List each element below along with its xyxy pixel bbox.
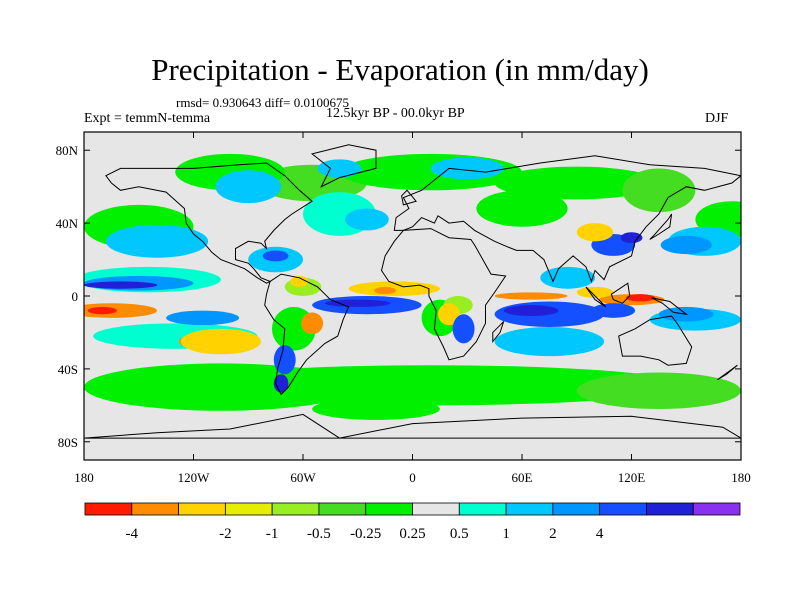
x-tick-label: 0: [409, 470, 416, 485]
colorbar-label: -2: [219, 526, 232, 542]
colorbar-box: [318, 502, 367, 516]
colorbar-box: [505, 502, 554, 516]
colorbar-label: -4: [126, 526, 139, 542]
y-tick-label: 80N: [56, 143, 79, 158]
y-tick-label: 40N: [56, 216, 79, 231]
colorbar-label: 1: [502, 526, 510, 542]
contour-region: [620, 232, 643, 244]
contour-region: [540, 266, 595, 289]
colorbar-box: [271, 502, 320, 516]
contour-region: [301, 312, 324, 335]
period-label: 12.5kyr BP - 00.0kyr BP: [326, 106, 465, 121]
coastline: [610, 282, 631, 304]
colorbar: -4 -2 -1 -0.5 -0.25 0.25 0.5 1 2 4: [84, 502, 741, 542]
y-tick-label: 40S: [58, 362, 78, 377]
contour-region: [494, 292, 568, 300]
coastline: [717, 364, 738, 381]
x-tick-label: 60W: [290, 470, 316, 485]
contour-region: [591, 303, 636, 318]
x-tick-label: 180: [74, 470, 94, 485]
coastline: [651, 297, 689, 315]
coastlines: [84, 144, 741, 439]
y-tick-label: 80S: [58, 435, 78, 450]
y-tick-label: 0: [72, 289, 79, 304]
contour-region: [290, 275, 309, 287]
contour-region: [175, 365, 687, 406]
coastline: [105, 162, 313, 284]
contour-region: [494, 326, 605, 357]
contour-region: [438, 303, 460, 326]
axis-ticks: 180 120W 60W 0 60E 120E 180 80N 40N 0 40S 80S: [56, 132, 751, 485]
colorbar-box: [224, 502, 273, 516]
colorbar-box: [458, 502, 507, 516]
coastline: [492, 321, 505, 344]
contour-region: [503, 305, 559, 317]
coastline: [264, 273, 350, 396]
contour-region: [215, 170, 282, 204]
colorbar-box: [646, 502, 694, 516]
colorbar-box: [692, 502, 741, 516]
precip-evap-field: [84, 132, 741, 460]
x-tick-label: 60E: [512, 470, 533, 485]
contour-region: [660, 235, 712, 255]
contour-region: [374, 286, 397, 295]
contour-region: [476, 190, 568, 227]
season-label: DJF: [705, 111, 729, 126]
colorbar-box: [365, 502, 413, 516]
contour-region: [576, 223, 614, 242]
contour-region: [273, 345, 296, 375]
contour-region: [576, 372, 741, 409]
colorbar-label: 2: [549, 526, 557, 542]
coastline: [618, 315, 693, 366]
contour-region: [317, 159, 362, 178]
contour-region: [105, 224, 209, 258]
contour-region: [626, 294, 656, 302]
contour-region: [312, 398, 440, 420]
coastline: [380, 228, 507, 361]
contour-region: [622, 168, 696, 213]
x-tick-label: 120W: [178, 470, 211, 485]
colorbar-label: 0.25: [399, 526, 425, 542]
contour-region: [87, 306, 117, 315]
coastline: [84, 413, 741, 439]
colorbar-label: -0.25: [350, 526, 381, 542]
contour-region: [324, 299, 391, 307]
colorbar-box: [84, 502, 133, 516]
contour-region: [262, 250, 289, 262]
contour-region: [430, 157, 504, 180]
contour-region: [166, 310, 240, 326]
colorbar-label: 4: [596, 526, 604, 542]
colorbar-label: 0.5: [450, 526, 469, 542]
contour-region: [576, 286, 614, 298]
colorbar-label: -0.5: [307, 526, 331, 542]
colorbar-box: [412, 502, 460, 516]
contour-region: [452, 314, 475, 344]
coastline: [310, 144, 377, 188]
coastline: [649, 213, 673, 240]
colorbar-box: [131, 502, 179, 516]
coastline: [401, 189, 417, 206]
x-tick-label: 120E: [618, 470, 646, 485]
contour-region: [180, 328, 262, 355]
colorbar-box: [552, 502, 601, 516]
colorbar-label: -1: [266, 526, 279, 542]
contour-region: [344, 208, 389, 231]
stats-label: rmsd= 0.930643 diff= 0.0100675: [176, 95, 349, 110]
experiment-label: Expt = temmN-temma: [84, 111, 211, 126]
map-title: Precipitation - Evaporation (in mm/day): [151, 52, 649, 87]
colorbar-box: [178, 502, 226, 516]
contour-region: [84, 281, 157, 289]
coastline: [393, 155, 741, 283]
colorbar-box: [599, 502, 647, 516]
coastline: [585, 286, 607, 308]
x-tick-label: 180: [731, 470, 751, 485]
